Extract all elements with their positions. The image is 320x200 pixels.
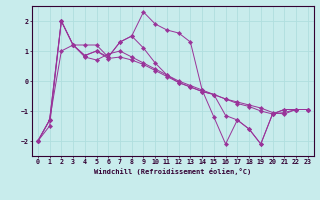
X-axis label: Windchill (Refroidissement éolien,°C): Windchill (Refroidissement éolien,°C) bbox=[94, 168, 252, 175]
